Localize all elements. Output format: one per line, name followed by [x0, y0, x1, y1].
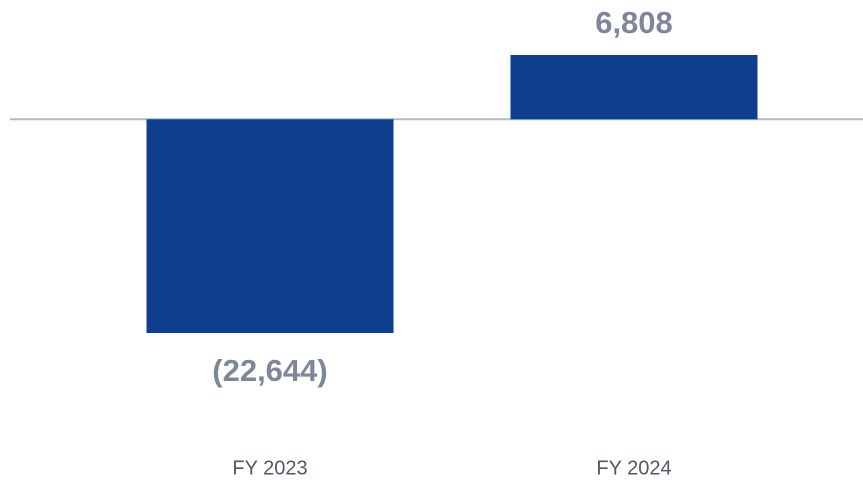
- value-label: (22,644): [212, 353, 327, 388]
- value-label: 6,808: [595, 5, 673, 40]
- bar: [510, 55, 758, 120]
- x-tick-label: FY 2023: [232, 457, 307, 479]
- x-tick-label: FY 2024: [596, 457, 671, 479]
- bar: [146, 119, 394, 333]
